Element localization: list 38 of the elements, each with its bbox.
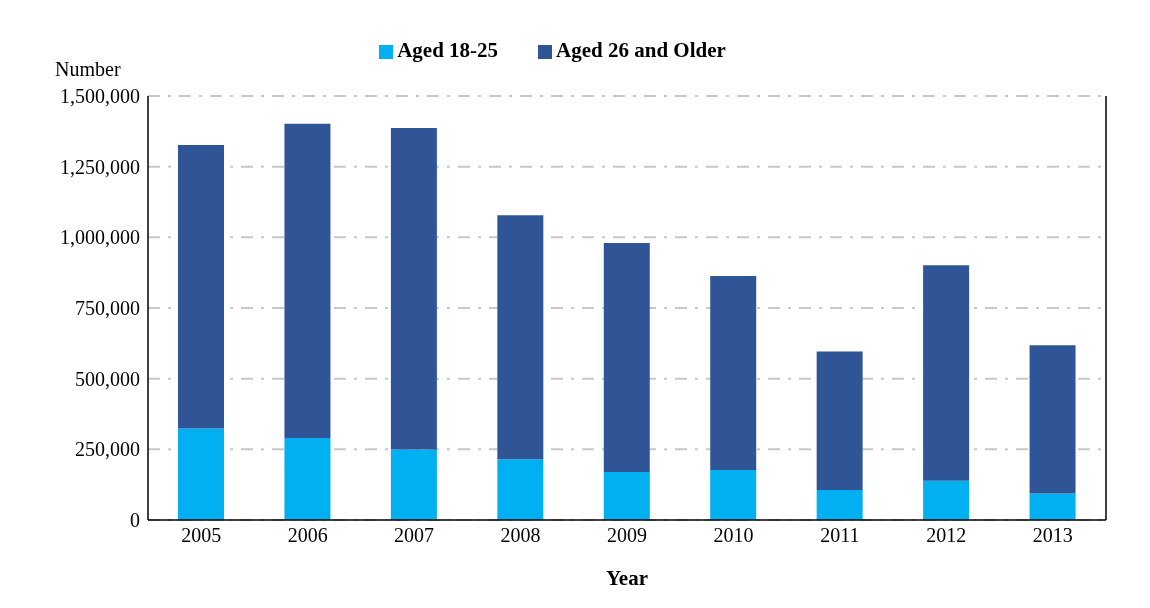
y-tick-label: 750,000 xyxy=(75,297,140,320)
y-tick-label: 500,000 xyxy=(75,367,140,390)
y-axis-title: Number xyxy=(55,58,121,81)
bar xyxy=(497,215,544,460)
bar xyxy=(178,428,224,520)
y-tick-label: 1,250,000 xyxy=(60,155,140,178)
bar xyxy=(923,265,970,481)
bar xyxy=(390,127,437,450)
x-tick-label: 2007 xyxy=(394,524,435,547)
legend-label: Aged 26 and Older xyxy=(556,38,726,62)
bar xyxy=(710,276,757,470)
x-tick-label: 2006 xyxy=(287,524,328,547)
bar xyxy=(603,471,650,520)
bar xyxy=(390,449,437,520)
bar xyxy=(497,459,544,520)
x-tick-label: 2010 xyxy=(713,524,754,547)
bar xyxy=(284,123,331,439)
x-tick-label: 2005 xyxy=(181,524,222,547)
x-axis-title: Year xyxy=(606,566,648,590)
bar xyxy=(710,469,757,520)
bar xyxy=(816,490,863,520)
x-tick-label: 2009 xyxy=(607,524,647,547)
bar xyxy=(178,144,224,429)
bar xyxy=(816,351,863,491)
bar xyxy=(603,242,650,472)
y-tick-label: 1,000,000 xyxy=(60,226,140,249)
bar xyxy=(1029,493,1076,520)
bar xyxy=(1029,345,1076,494)
y-tick-label: 0 xyxy=(130,509,140,532)
bar xyxy=(923,480,970,520)
y-tick-label: 250,000 xyxy=(75,438,140,461)
x-tick-label: 2013 xyxy=(1032,524,1073,547)
bar xyxy=(284,438,331,520)
y-tick-label: 1,500,000 xyxy=(60,85,140,108)
x-tick-label: 2008 xyxy=(500,524,541,547)
x-tick-label: 2012 xyxy=(926,524,967,547)
x-tick-label: 2011 xyxy=(820,524,860,547)
legend-label: Aged 18-25 xyxy=(397,38,499,62)
